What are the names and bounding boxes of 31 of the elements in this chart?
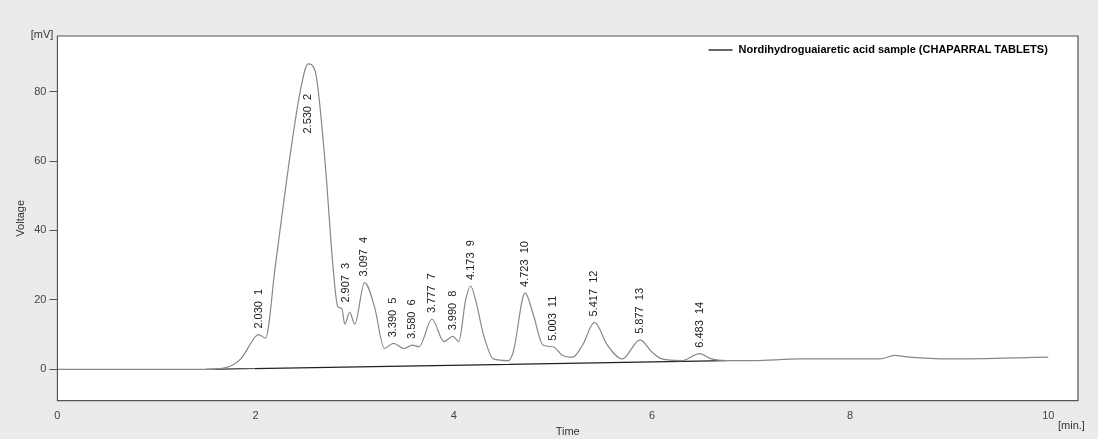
y-tick-label: 40 — [34, 223, 47, 236]
x-tick-label: 4 — [450, 409, 457, 422]
annotation: 2.907 3 — [338, 262, 351, 303]
annotation: 3.777 7 — [424, 273, 437, 313]
annotation: 4.723 10 — [518, 241, 531, 287]
annotation: 5.003 11 — [546, 295, 559, 341]
annotation: 3.097 4 — [357, 236, 370, 277]
x-tick-label: 6 — [648, 409, 655, 422]
y-tick-label: 60 — [34, 154, 47, 167]
annotation: 3.990 8 — [445, 290, 458, 331]
annotation: 6.483 14 — [692, 301, 705, 348]
y-tick-label: 80 — [34, 84, 47, 97]
annotation: 5.877 13 — [632, 287, 645, 334]
x-tick-label: 0 — [54, 409, 61, 422]
annotation: 5.417 12 — [587, 270, 600, 317]
annotation: 3.390 5 — [386, 297, 399, 338]
text: [min.] — [1058, 419, 1085, 432]
x-tick-label: 2 — [252, 409, 259, 422]
x-tick-label: 8 — [847, 409, 854, 422]
annotation: 4.173 9 — [463, 240, 476, 281]
x-axis-title: Time — [555, 425, 580, 438]
line-series — [57, 63, 1049, 370]
annotation: 3.580 6 — [405, 299, 418, 340]
y-tick-label: 20 — [34, 292, 47, 305]
text: [mV] — [30, 27, 54, 40]
y-axis-title: Voltage — [13, 199, 26, 237]
text: Nordihydroguaiaretic acid sample (CHAPARRAL TABLETS) — [738, 43, 1049, 56]
x-tick-label: 10 — [1042, 409, 1055, 422]
annotation: 2.030 1 — [251, 288, 264, 329]
annotation: 2.530 2 — [301, 93, 314, 134]
y-tick-label: 0 — [40, 362, 47, 375]
